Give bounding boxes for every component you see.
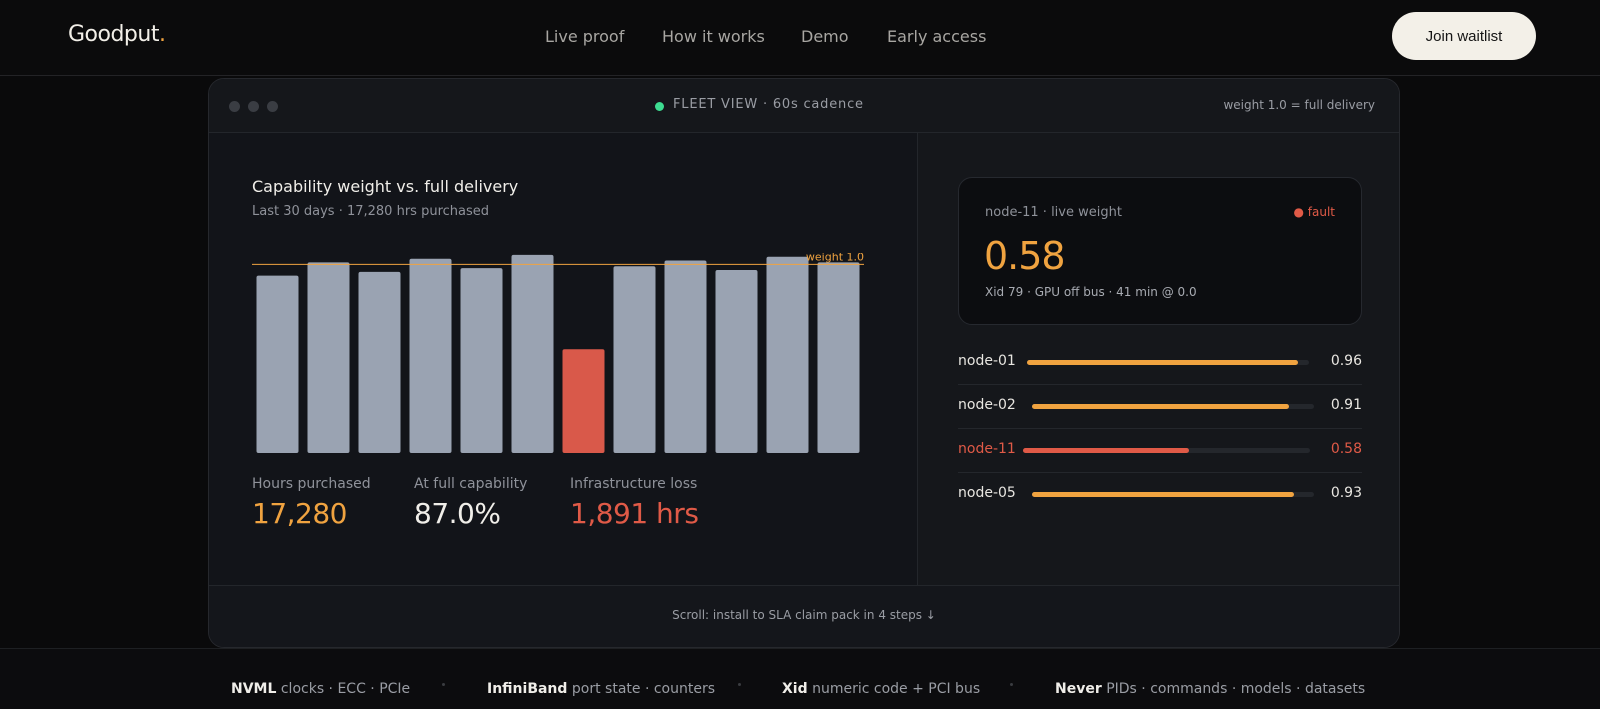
chart-bar bbox=[409, 258, 452, 453]
node-weight-fill bbox=[1032, 492, 1295, 497]
node-row[interactable]: node-05 0.93 bbox=[958, 473, 1362, 517]
telemetry-scope-strip: NVML clocks · ECC · PCIe InfiniBand port… bbox=[0, 648, 1600, 709]
scope-item-infiniband: InfiniBand port state · counters bbox=[487, 681, 715, 697]
scope-item-title: Xid bbox=[782, 681, 808, 697]
chart-bar bbox=[307, 262, 350, 453]
node-weight-bar bbox=[1032, 404, 1314, 409]
separator-dot-icon bbox=[442, 683, 445, 686]
scope-item-never: Never PIDs · commands · models · dataset… bbox=[1055, 681, 1365, 697]
chart-bar bbox=[766, 256, 809, 453]
scope-item-nvml: NVML clocks · ECC · PCIe bbox=[231, 681, 410, 697]
stat-label-infrastructure-loss: Infrastructure loss bbox=[570, 476, 698, 492]
node-weight-value: 0.93 bbox=[1330, 485, 1362, 501]
scope-item-detail: clocks · ECC · PCIe bbox=[276, 681, 411, 697]
weight-legend-note: weight 1.0 = full delivery bbox=[1223, 98, 1375, 112]
capability-bar-chart: weight 1.0 bbox=[252, 253, 864, 453]
fault-badge: ● fault bbox=[1293, 205, 1335, 219]
node-weight-value: 0.96 bbox=[1330, 353, 1362, 369]
stat-value-hours-purchased: 17,280 bbox=[252, 497, 347, 530]
scroll-hint-strip: Scroll: install to SLA claim pack in 4 s… bbox=[209, 585, 1399, 647]
chart-bar bbox=[511, 254, 554, 453]
chart-subtitle: Last 30 days · 17,280 hrs purchased bbox=[252, 204, 490, 219]
node-row[interactable]: node-01 0.96 bbox=[958, 341, 1362, 385]
node-status-section: node-11 · live weight ● fault 0.58 Xid 7… bbox=[917, 133, 1399, 585]
scope-item-title: NVML bbox=[231, 681, 277, 697]
node-name: node-05 bbox=[958, 485, 1016, 501]
scope-item-xid: Xid numeric code + PCI bus bbox=[782, 681, 980, 697]
chart-bar bbox=[358, 271, 401, 453]
scope-item-detail: PIDs · commands · models · datasets bbox=[1101, 681, 1366, 697]
node-weight-fill bbox=[1023, 448, 1190, 453]
live-weight-value: 0.58 bbox=[984, 234, 1066, 278]
node-weight-bar bbox=[1023, 448, 1310, 453]
separator-dot-icon bbox=[738, 683, 741, 686]
chart-bar bbox=[664, 260, 707, 453]
node-name: node-02 bbox=[958, 397, 1016, 413]
node-weight-fill bbox=[1027, 360, 1298, 365]
node-name: node-11 bbox=[958, 441, 1016, 457]
window-dot-icon bbox=[229, 101, 240, 112]
nav-link-how-it-works[interactable]: How it works bbox=[662, 27, 765, 46]
scroll-hint[interactable]: Scroll: install to SLA claim pack in 4 s… bbox=[672, 608, 936, 622]
window-dot-icon bbox=[267, 101, 278, 112]
chart-bar-fault bbox=[562, 349, 605, 453]
window-titlebar: FLEET VIEW · 60s cadence weight 1.0 = fu… bbox=[209, 79, 1399, 133]
fleet-view-title: FLEET VIEW · 60s cadence bbox=[673, 97, 864, 112]
live-weight-card: node-11 · live weight ● fault 0.58 Xid 7… bbox=[958, 177, 1362, 325]
chart-bar bbox=[715, 270, 758, 453]
nav-link-demo[interactable]: Demo bbox=[801, 27, 849, 46]
brand-dot: . bbox=[158, 22, 166, 47]
fleet-view-panel: FLEET VIEW · 60s cadence weight 1.0 = fu… bbox=[208, 78, 1400, 648]
top-nav: Goodput. Live proof How it works Demo Ea… bbox=[0, 0, 1600, 76]
stat-value-full-capability: 87.0% bbox=[414, 497, 501, 530]
node-weight-fill bbox=[1032, 404, 1289, 409]
chart-bar bbox=[460, 268, 503, 453]
chart-bar bbox=[256, 275, 299, 453]
window-dot-icon bbox=[248, 101, 259, 112]
separator-dot-icon bbox=[1010, 683, 1013, 686]
brand-logo[interactable]: Goodput. bbox=[68, 22, 166, 47]
chart-bar bbox=[613, 266, 656, 453]
node-weight-bar bbox=[1027, 360, 1309, 365]
node-name: node-01 bbox=[958, 353, 1016, 369]
nav-link-early-access[interactable]: Early access bbox=[887, 27, 987, 46]
node-row[interactable]: node-02 0.91 bbox=[958, 385, 1362, 429]
join-waitlist-button[interactable]: Join waitlist bbox=[1392, 12, 1536, 60]
node-row[interactable]: node-11 0.58 bbox=[958, 429, 1362, 473]
chart-bar bbox=[817, 262, 860, 453]
stat-label-hours-purchased: Hours purchased bbox=[252, 476, 371, 492]
brand-name: Goodput bbox=[68, 22, 159, 47]
scope-item-title: InfiniBand bbox=[487, 681, 568, 697]
scope-item-detail: port state · counters bbox=[567, 681, 716, 697]
reference-line-label: weight 1.0 bbox=[806, 253, 864, 263]
live-weight-label: node-11 · live weight bbox=[985, 205, 1122, 220]
scope-item-detail: numeric code + PCI bus bbox=[807, 681, 981, 697]
live-status-icon bbox=[655, 102, 664, 111]
node-weight-bar bbox=[1032, 492, 1314, 497]
stat-value-infrastructure-loss: 1,891 hrs bbox=[570, 497, 699, 530]
fault-detail: Xid 79 · GPU off bus · 41 min @ 0.0 bbox=[985, 285, 1197, 299]
chart-section: Capability weight vs. full delivery Last… bbox=[209, 133, 917, 585]
stat-label-full-capability: At full capability bbox=[414, 476, 528, 492]
scope-item-title: Never bbox=[1055, 681, 1102, 697]
nav-link-live-proof[interactable]: Live proof bbox=[545, 27, 625, 46]
node-weight-value: 0.58 bbox=[1330, 441, 1362, 457]
chart-title: Capability weight vs. full delivery bbox=[252, 177, 519, 196]
node-weight-value: 0.91 bbox=[1330, 397, 1362, 413]
